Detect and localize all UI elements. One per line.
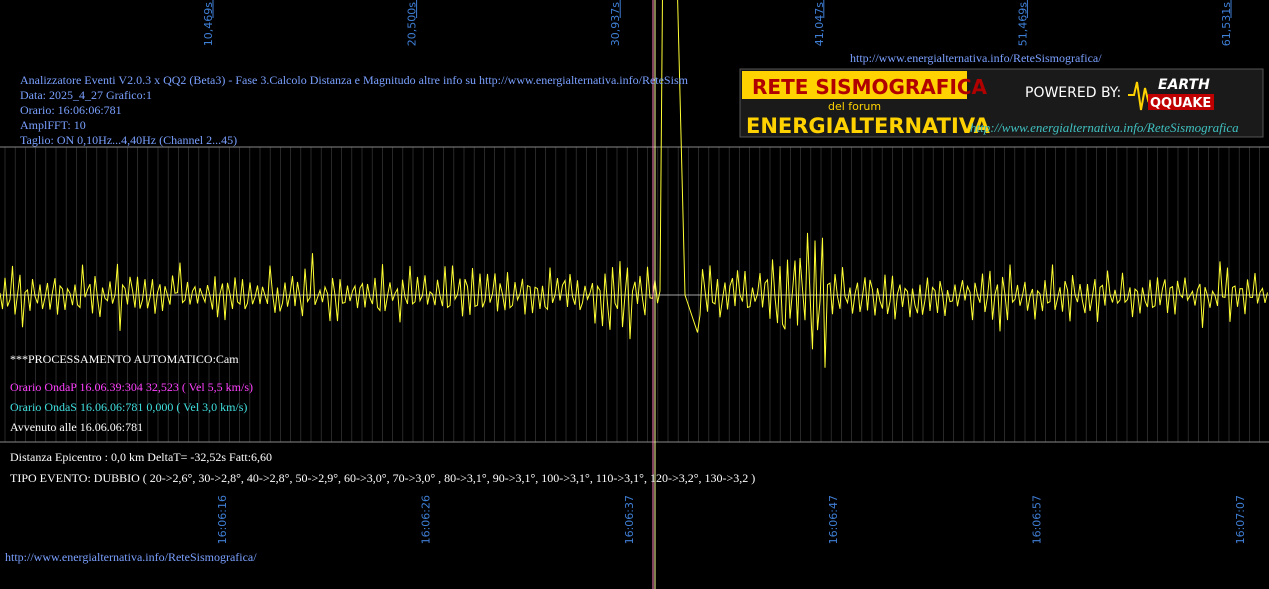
logo-earth: EARTH [1158,77,1210,93]
logo-url: http://www.energialternativa.info/ReteSi… [970,120,1239,135]
header: Analizzatore Eventi V2.0.3 x QQ2 (Beta3)… [20,73,689,147]
waveform [0,0,1268,368]
avvenuto: Avvenuto alle 16.06.06:781 [10,420,143,434]
distanza: Distanza Epicentro : 0,0 km DeltaT= -32,… [10,450,272,464]
logo-powered: POWERED BY: [1025,85,1121,101]
top-time-label: 20,500s [406,2,419,46]
top-time-label: 41,047s [813,2,826,46]
logo-banner [742,71,967,99]
logo-quake-box [1148,94,1214,110]
top-time-label: 30,937s [609,2,622,46]
bottom-time-label: 16:06:57 [1030,495,1043,544]
header-line: Taglio: ON 0,10Hz...4,40Hz (Channel 2...… [20,133,237,147]
tipo-evento: TIPO EVENTO: DUBBIO ( 20->2,6°, 30->2,8°… [10,471,755,485]
bottom-time-label: 16:06:37 [623,495,636,544]
header-line: Data: 2025_4_27 Grafico:1 [20,88,152,102]
bottom-time-label: 16:06:47 [827,495,840,544]
bottom-time-label: 16:06:16 [216,495,229,544]
url-top: http://www.energialternativa.info/ReteSi… [850,51,1102,65]
bottom-time-label: 16:06:26 [420,495,433,544]
header-line: Orario: 16:06:06:781 [20,103,122,117]
top-time-label: 10,469s [202,2,215,46]
logo-title: RETE SISMOGRAFICA [752,75,988,99]
bottom-time-label: 16:07:07 [1234,495,1247,544]
onda-p: Orario OndaP 16.06.39:304 32,523 ( Vel 5… [10,380,253,394]
logo-quake: QQUAKE [1150,96,1211,111]
logo-brand: ENERGIALTERNATIVA [746,114,991,138]
footer-url: http://www.energialternativa.info/ReteSi… [5,550,257,564]
header-line: AmplFFT: 10 [20,118,86,132]
logo: RETE SISMOGRAFICA del forum ENERGIALTERN… [739,68,1264,138]
top-time-label: 51,469s [1016,2,1029,46]
header-line: Analizzatore Eventi V2.0.3 x QQ2 (Beta3)… [20,73,689,87]
top-time-label: 61,531s [1220,2,1233,46]
logo-subtitle: del forum [828,100,881,113]
processing-mode: ***PROCESSAMENTO AUTOMATICO:Cam [10,352,239,366]
onda-s: Orario OndaS 16.06.06:781 0,000 ( Vel 3,… [10,400,247,414]
